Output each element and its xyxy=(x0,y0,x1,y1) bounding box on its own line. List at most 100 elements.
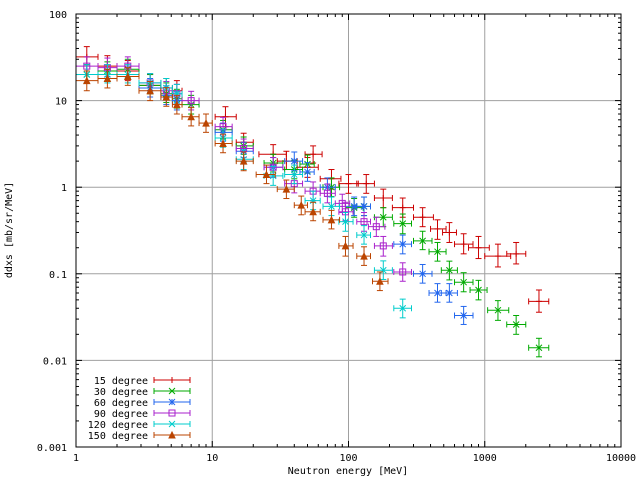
x-tick-label: 1000 xyxy=(473,453,497,464)
marker-star xyxy=(460,312,467,319)
marker-star xyxy=(350,203,358,210)
marker-x xyxy=(168,387,176,395)
marker-x xyxy=(475,286,482,294)
data-point xyxy=(454,272,474,293)
marker-plus xyxy=(380,195,387,202)
data-point xyxy=(440,260,458,281)
marker-triangle xyxy=(239,157,248,165)
data-point xyxy=(356,246,371,266)
legend-marker xyxy=(168,430,176,439)
data-point xyxy=(304,201,321,222)
data-point xyxy=(506,314,527,335)
data-point xyxy=(138,81,162,102)
y-tick-label: 0.1 xyxy=(49,270,67,281)
data-point xyxy=(160,87,173,107)
marker-triangle xyxy=(376,277,384,285)
marker-triangle xyxy=(297,201,306,209)
y-tick-label: 10 xyxy=(55,97,67,108)
marker-x xyxy=(512,321,520,328)
data-point xyxy=(284,164,304,185)
data-point xyxy=(428,241,447,262)
legend-marker xyxy=(168,409,176,417)
marker-triangle xyxy=(168,430,176,439)
data-point xyxy=(356,225,371,245)
marker-x xyxy=(168,420,176,428)
series-150-degree xyxy=(75,67,389,292)
legend-label: 60 degree xyxy=(94,398,148,409)
data-point xyxy=(356,174,375,194)
data-point xyxy=(393,213,413,235)
marker-x xyxy=(446,266,453,274)
marker-x xyxy=(342,218,349,226)
marker-triangle xyxy=(262,170,271,179)
legend-label: 90 degree xyxy=(94,409,148,420)
series-120-degree xyxy=(75,64,413,319)
data-point xyxy=(304,145,323,164)
x-tick-label: 10000 xyxy=(606,453,636,464)
marker-plus xyxy=(434,225,441,232)
marker-star xyxy=(168,398,176,406)
marker-plus xyxy=(513,250,520,257)
marker-plus xyxy=(419,214,426,221)
legend-label: 150 degree xyxy=(88,431,148,442)
legend-marker xyxy=(168,387,176,395)
data-point xyxy=(181,107,200,127)
data-point xyxy=(430,219,447,240)
legend-marker xyxy=(169,377,175,383)
marker-x xyxy=(535,344,543,352)
marker-triangle xyxy=(173,100,181,109)
marker-plus xyxy=(460,241,467,248)
marker-triangle xyxy=(146,86,154,95)
data-point xyxy=(413,207,434,228)
marker-plus xyxy=(222,113,229,120)
x-tick-label: 10 xyxy=(206,453,218,464)
data-point xyxy=(454,233,474,255)
marker-triangle xyxy=(103,74,112,82)
marker-triangle xyxy=(309,207,317,216)
data-point xyxy=(454,305,474,325)
marker-plus xyxy=(345,180,352,187)
data-point xyxy=(293,195,308,216)
marker-x xyxy=(379,213,387,221)
data-point xyxy=(276,179,295,200)
data-point xyxy=(506,241,527,265)
legend-marker xyxy=(168,398,176,406)
data-point xyxy=(528,289,550,313)
y-tick-label: 0.01 xyxy=(43,356,67,367)
data-point xyxy=(468,235,490,260)
marker-square xyxy=(323,189,331,197)
x-tick-label: 100 xyxy=(339,453,357,464)
data-point xyxy=(413,230,433,251)
marker-star xyxy=(290,157,298,165)
marker-plus xyxy=(446,229,453,236)
marker-star xyxy=(304,168,311,176)
marker-x xyxy=(399,220,407,227)
data-point xyxy=(319,183,336,204)
marker-triangle xyxy=(360,252,368,260)
data-point xyxy=(338,174,359,194)
marker-plus xyxy=(535,298,542,305)
marker-x xyxy=(494,306,502,314)
data-point xyxy=(371,271,389,292)
marker-triangle xyxy=(123,72,132,80)
marker-triangle xyxy=(187,112,195,121)
data-point xyxy=(528,337,550,358)
marker-triangle xyxy=(82,76,91,85)
data-point xyxy=(413,264,433,284)
marker-star xyxy=(434,289,441,297)
marker-plus xyxy=(363,180,370,187)
marker-star xyxy=(399,240,407,248)
marker-triangle xyxy=(202,118,210,127)
plot-frame xyxy=(75,13,622,448)
data-point xyxy=(373,235,393,257)
marker-star xyxy=(446,289,453,297)
y-tick-label: 0.001 xyxy=(37,443,67,454)
marker-x xyxy=(460,278,467,286)
data-point xyxy=(367,216,386,237)
data-point xyxy=(214,133,233,154)
data-point xyxy=(440,283,458,303)
legend-label: 120 degree xyxy=(88,420,148,431)
marker-square xyxy=(187,97,195,105)
